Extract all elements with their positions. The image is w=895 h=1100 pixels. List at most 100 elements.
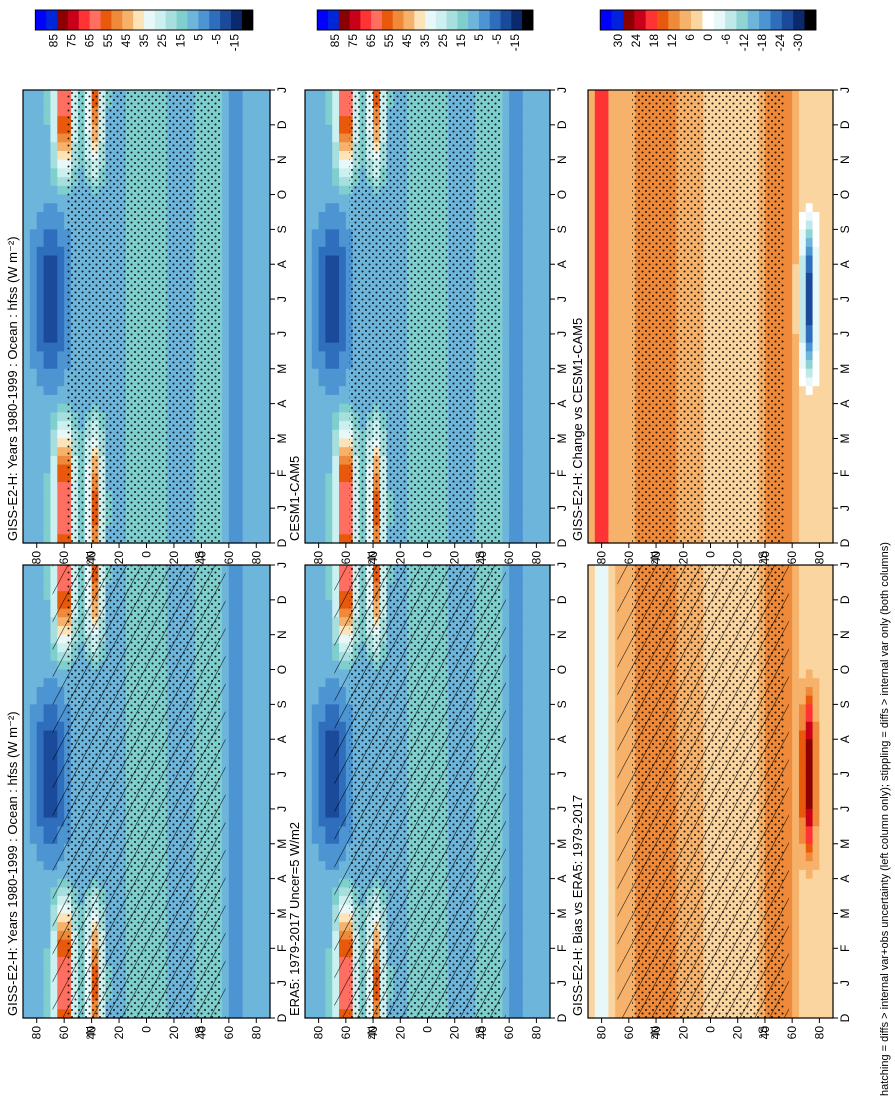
heatmap-cell [256, 238, 264, 248]
heatmap-cell [249, 965, 257, 976]
heatmap-cell [29, 695, 38, 705]
heatmap-cell [332, 90, 340, 100]
heatmap-cell [228, 307, 237, 318]
heatmap-cell [249, 133, 257, 143]
heatmap-cell [235, 142, 244, 152]
heatmap-cell [29, 904, 38, 915]
heatmap-cell [311, 473, 320, 483]
heatmap-cell [43, 930, 52, 941]
heatmap-cell [221, 290, 230, 300]
heatmap-cell [242, 142, 251, 152]
heatmap-cell [36, 508, 45, 518]
heatmap-cell [36, 695, 45, 705]
heatmap-cell [249, 573, 257, 584]
heatmap-cell [228, 98, 237, 109]
heatmap-cell [50, 464, 58, 474]
heatmap-cell [228, 281, 237, 291]
heatmap-cell [23, 368, 31, 379]
month-tick-label: F [275, 470, 289, 477]
heatmap-cell [332, 299, 340, 309]
colorbar-swatch [46, 10, 58, 30]
heatmap-cell [242, 686, 251, 697]
heatmap-cell [249, 1009, 257, 1019]
heatmap-cell [221, 403, 230, 413]
heatmap-cell [318, 133, 327, 143]
heatmap-cell [242, 652, 251, 662]
heatmap-cell [43, 124, 52, 135]
heatmap-cell [228, 229, 237, 239]
heatmap-cell [249, 652, 257, 662]
heatmap-cell [256, 220, 264, 230]
heatmap-cell [339, 299, 347, 309]
heatmap-cell [50, 447, 58, 457]
heatmap-cell [228, 852, 237, 862]
heatmap-cell [325, 203, 333, 213]
heatmap-cell [36, 713, 45, 723]
heatmap-cell [36, 800, 45, 810]
colorbar-swatch [122, 10, 134, 30]
heatmap-cell [305, 377, 313, 387]
heatmap-cell [242, 272, 251, 283]
heatmap-cell [256, 438, 264, 448]
heatmap-cell [263, 464, 271, 474]
heatmap-cell [242, 957, 251, 967]
heatmap-cell [318, 360, 327, 370]
heatmap-cell [235, 669, 244, 679]
month-tick-label: N [275, 155, 289, 164]
heatmap-cell [242, 403, 251, 413]
heatmap-cell [325, 342, 333, 352]
heatmap-cell [29, 325, 38, 335]
heatmap-cell [36, 896, 45, 906]
heatmap-cell [332, 455, 340, 466]
lat-tick-label: 60 [222, 1026, 236, 1040]
heatmap-cell [242, 255, 251, 265]
heatmap-cell [57, 177, 65, 187]
heatmap-cell [23, 765, 31, 775]
heatmap-cell [43, 643, 52, 653]
heatmap-cell [36, 159, 45, 169]
heatmap-cell [242, 896, 251, 906]
heatmap-cell [249, 957, 257, 967]
heatmap-cell [23, 678, 31, 688]
heatmap-cell [318, 229, 327, 239]
heatmap-cell [256, 930, 264, 941]
heatmap-cell [29, 220, 38, 230]
heatmap-cell [43, 939, 52, 949]
heatmap-cell [256, 721, 264, 732]
heatmap-cell [311, 255, 320, 265]
heatmap-cell [332, 403, 340, 413]
heatmap-cell [29, 264, 38, 274]
heatmap-cell [23, 447, 31, 457]
heatmap-cell [263, 220, 271, 230]
heatmap-cell [29, 499, 38, 509]
heatmap-cell [235, 98, 244, 109]
heatmap-cell [325, 177, 333, 187]
heatmap-cell [36, 299, 45, 309]
heatmap-cell [249, 887, 257, 897]
heatmap-cell [235, 124, 244, 135]
heatmap-cell [29, 957, 38, 967]
heatmap-cell [50, 438, 58, 448]
heatmap-cell [256, 534, 264, 544]
heatmap-cell [228, 983, 237, 993]
heatmap-cell [235, 565, 244, 575]
heatmap-cell [228, 939, 237, 949]
heatmap-cell [221, 473, 230, 483]
heatmap-cell [57, 194, 65, 204]
heatmap-cell [50, 203, 58, 213]
month-tick-label: J [275, 806, 289, 812]
heatmap-cell [23, 826, 31, 836]
heatmap-cell [318, 351, 327, 361]
heatmap-cell [256, 625, 264, 636]
heatmap-cell [332, 438, 340, 448]
heatmap-cell [57, 438, 65, 448]
heatmap-cell [235, 608, 244, 618]
heatmap-cell [332, 490, 340, 501]
heatmap-cell [311, 238, 320, 248]
heatmap-cell [249, 316, 257, 326]
heatmap-cell [57, 447, 65, 457]
heatmap-cell [36, 447, 45, 457]
heatmap-cell [36, 386, 45, 396]
heatmap-cell [263, 150, 271, 161]
heatmap-cell [339, 98, 347, 109]
